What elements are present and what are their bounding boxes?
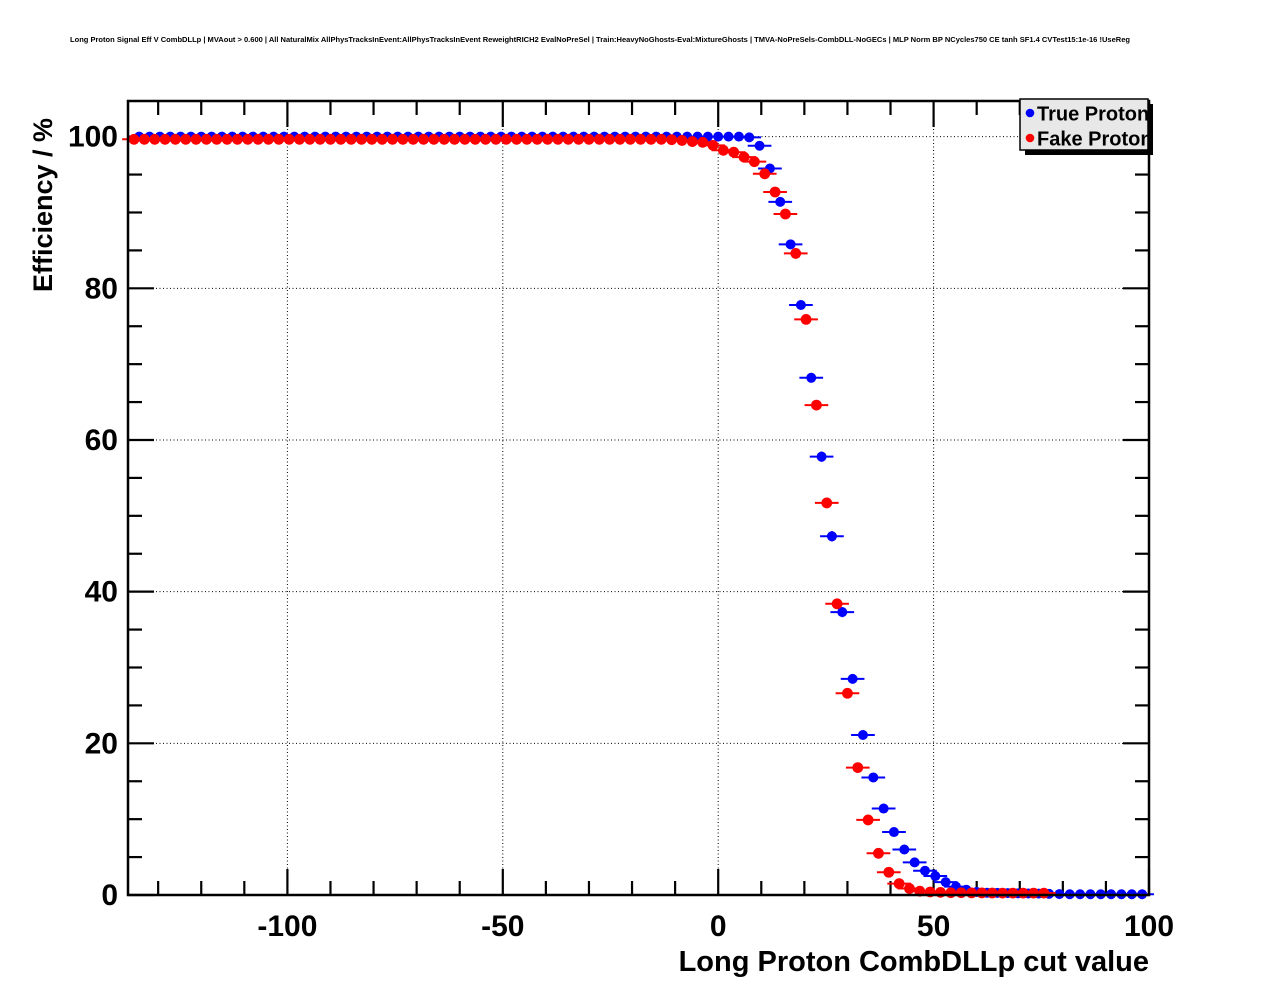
legend: True Proton Fake Proton xyxy=(1019,98,1153,155)
svg-text:80: 80 xyxy=(85,272,118,305)
svg-text:50: 50 xyxy=(917,910,950,943)
y-axis-title: Efficiency / % xyxy=(28,118,58,292)
series-fake-proton xyxy=(122,133,1056,899)
svg-text:20: 20 xyxy=(85,727,118,760)
x-axis-title: Long Proton CombDLLp cut value xyxy=(679,946,1149,978)
y-tick-labels: 0 20 40 60 80 100 xyxy=(68,121,118,912)
svg-text:40: 40 xyxy=(85,576,118,609)
axis-ticks xyxy=(128,101,1151,897)
svg-text:100: 100 xyxy=(1124,910,1174,943)
legend-label-true-proton: True Proton xyxy=(1037,104,1149,126)
x-tick-labels: -100 -50 0 50 100 xyxy=(257,910,1174,943)
legend-marker-fake-proton-icon xyxy=(1025,133,1035,143)
legend-box xyxy=(1019,98,1149,151)
svg-text:100: 100 xyxy=(68,121,118,154)
plot-title: Long Proton Signal Eff V CombDLLp | MVAo… xyxy=(70,35,1130,44)
svg-text:-50: -50 xyxy=(481,910,524,943)
plot-frame-bg xyxy=(128,101,1149,895)
plot-area: -100 -50 0 50 100 0 20 40 60 80 100 xyxy=(68,99,1174,943)
legend-label-fake-proton: Fake Proton xyxy=(1037,129,1153,151)
legend-marker-true-proton-icon xyxy=(1025,108,1035,118)
svg-text:60: 60 xyxy=(85,424,118,457)
svg-text:0: 0 xyxy=(710,910,727,943)
svg-text:0: 0 xyxy=(101,879,118,912)
svg-text:-100: -100 xyxy=(257,910,317,943)
plot-frame-border xyxy=(126,99,1151,897)
